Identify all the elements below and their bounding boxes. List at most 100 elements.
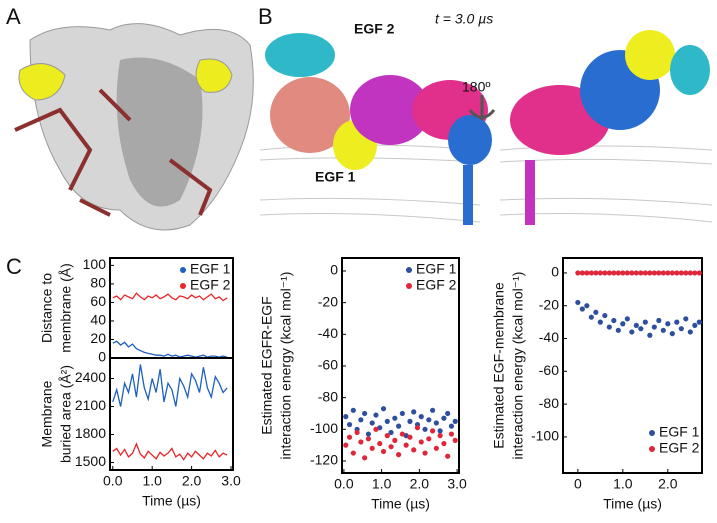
scatter-point [615, 270, 621, 276]
scatter-point [629, 270, 635, 276]
series-line [112, 442, 228, 461]
y-tick-label: -40 [318, 325, 338, 341]
scatter-point [687, 329, 693, 335]
scatter-point [651, 324, 657, 330]
scatter-point [369, 445, 375, 451]
scatter-point [584, 270, 590, 276]
x-tick-label: 0.0 [334, 476, 354, 492]
scatter-point [414, 425, 421, 431]
scatter-point [407, 418, 413, 424]
scatter-point [606, 270, 612, 276]
scatter-point [696, 319, 702, 325]
scatter-point [638, 326, 644, 332]
y-tick-label: 2400 [75, 369, 106, 385]
scatter-point [411, 409, 417, 415]
y-tick-label: 80 [90, 275, 106, 291]
scatter-point [602, 270, 608, 276]
scatter-point [362, 455, 368, 461]
panel-label: A [6, 4, 21, 29]
plot-frame [109, 357, 234, 471]
protein-surface-a [14, 23, 254, 231]
y-axis-label: Membrane [39, 380, 55, 447]
y-tick-label: -80 [539, 395, 559, 411]
scatter-point [665, 270, 671, 276]
scatter-point [418, 414, 424, 420]
scatter-point [687, 270, 693, 276]
y-tick-label: -120 [310, 452, 338, 468]
y-tick-label: 100 [83, 256, 107, 272]
legend-label: EGF 2 [416, 277, 457, 293]
legend-marker [180, 283, 186, 289]
scatter-point [426, 417, 432, 423]
y-tick-label: -100 [531, 428, 559, 444]
y-tick-label: -60 [539, 362, 559, 378]
legend-marker [406, 267, 412, 273]
scatter-point [647, 270, 653, 276]
series-line [112, 292, 228, 302]
scatter-point [588, 314, 594, 320]
scatter-point [346, 421, 353, 428]
scatter-point [354, 429, 360, 436]
scatter-point [343, 442, 349, 448]
scatter-point [575, 299, 581, 306]
scatter-point [399, 431, 405, 437]
scatter-point [633, 322, 639, 329]
y-tick-label: 60 [90, 293, 106, 309]
scatter-point [392, 437, 398, 443]
scatter-point [620, 270, 626, 276]
scatter-point [350, 450, 356, 456]
scatter-point [692, 270, 698, 276]
scatter-point [448, 431, 455, 437]
scatter-point [445, 410, 451, 417]
scatter-point [575, 270, 581, 276]
legend-label: EGF 2 [190, 277, 231, 293]
scatter-point [388, 444, 394, 450]
panel-label: B [258, 4, 273, 29]
scatter-point [343, 414, 349, 420]
x-tick-label: 0.0 [103, 473, 123, 489]
scatter-point [429, 407, 436, 413]
scatter-point [606, 324, 612, 330]
legend-label: EGF 1 [190, 261, 231, 277]
scatter-point [399, 410, 405, 417]
y-tick-label: -100 [310, 420, 338, 436]
legend-label: EGF 2 [659, 440, 700, 456]
scatter-point [593, 309, 599, 315]
scatter-point [593, 270, 599, 276]
series-line [112, 364, 228, 407]
y-tick-label: -20 [539, 296, 559, 312]
scatter-point [660, 327, 666, 333]
scatter-point [396, 423, 402, 429]
scatter-point [403, 442, 409, 448]
scatter-point [669, 270, 675, 276]
scatter-point [365, 431, 372, 437]
scatter-point [674, 319, 680, 325]
scatter-point [588, 270, 594, 276]
scatter-point [602, 312, 608, 319]
scatter-point [629, 329, 635, 335]
scatter-point [579, 270, 585, 276]
scatter-point [651, 270, 657, 276]
scatter-point [418, 439, 424, 445]
scatter-point [373, 412, 379, 418]
scatter-point [669, 331, 675, 337]
scatter-point [362, 410, 368, 417]
x-tick-label: 2.0 [182, 473, 202, 489]
scatter-point [350, 407, 356, 413]
legend-label: EGF 1 [416, 261, 457, 277]
scatter-point [692, 322, 698, 329]
y-axis-label: buried area (Å²) [58, 365, 74, 463]
y-axis-label: Estimated EGF-membrane [491, 282, 507, 449]
protein-label: EGF 2 [354, 21, 395, 37]
y-tick-label: 0 [330, 262, 338, 278]
scatter-point [445, 453, 451, 459]
series-line [112, 340, 228, 358]
y-axis-label: Estimated EGFR-EGF [259, 296, 275, 434]
scatter-point [437, 428, 443, 434]
y-axis-label: interaction energy (kcal mol⁻¹) [510, 272, 526, 460]
scatter-point [384, 418, 390, 424]
scatter-point [411, 447, 417, 453]
legend-marker [649, 430, 655, 436]
scatter-point [380, 406, 387, 412]
